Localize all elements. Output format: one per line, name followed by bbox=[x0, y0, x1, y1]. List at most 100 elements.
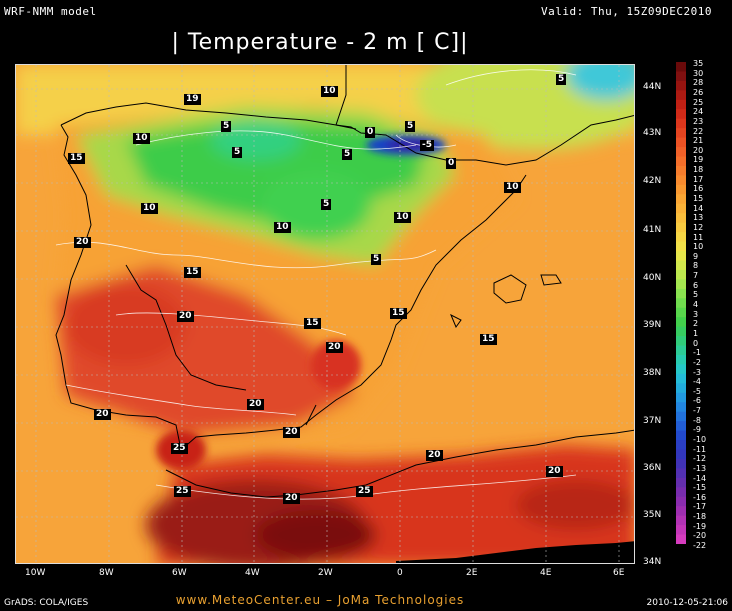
legend-value: -8 bbox=[693, 415, 701, 425]
legend-value: 11 bbox=[693, 232, 704, 242]
lon-label: 2E bbox=[466, 568, 478, 578]
legend-swatch bbox=[676, 260, 686, 271]
legend-swatch bbox=[676, 251, 686, 261]
contour-label: 19 bbox=[184, 94, 201, 105]
legend-swatch bbox=[676, 80, 686, 91]
legend-labels: 35 30 28 26 25 24 23 22 21 20 19 18 17 16 15 14 13 12 11 10… bbox=[693, 60, 732, 550]
legend-swatch bbox=[676, 298, 686, 309]
africa-core bbox=[256, 510, 376, 560]
grid-lines bbox=[16, 65, 634, 563]
contour-label: 10 bbox=[321, 86, 338, 97]
legend-value: 30 bbox=[693, 68, 704, 78]
contour-label: 20 bbox=[326, 342, 343, 353]
lon-label: 6E bbox=[613, 568, 625, 578]
legend-value: 2 bbox=[693, 319, 699, 329]
contour-label: 15 bbox=[480, 334, 497, 345]
lon-label: 8W bbox=[99, 568, 114, 578]
legend-swatch bbox=[676, 184, 686, 195]
contour-label: 25 bbox=[174, 486, 191, 497]
legend-value: 5 bbox=[693, 290, 699, 300]
contour-label: 15 bbox=[184, 267, 201, 278]
legend-swatch bbox=[676, 534, 686, 544]
legend-value: 16 bbox=[693, 184, 704, 194]
legend-swatch bbox=[676, 156, 686, 167]
legend-value: 7 bbox=[693, 271, 699, 281]
legend-swatch bbox=[676, 411, 686, 422]
legend-value: 24 bbox=[693, 107, 704, 117]
legend-swatch bbox=[676, 288, 686, 299]
contour-label: 20 bbox=[546, 466, 563, 477]
contour-label: 10 bbox=[504, 182, 521, 193]
legend-swatch bbox=[676, 99, 686, 110]
legend-swatch bbox=[676, 307, 686, 318]
legend-swatch bbox=[676, 71, 686, 82]
legend-value: -17 bbox=[693, 502, 707, 512]
legend-value: 6 bbox=[693, 280, 699, 290]
contour-label: 20 bbox=[247, 399, 264, 410]
lat-label: 38N bbox=[643, 368, 662, 378]
contour-label: 5 bbox=[321, 199, 332, 210]
contour-label: 15 bbox=[68, 153, 85, 164]
legend-swatch bbox=[676, 515, 686, 526]
lon-label: 2W bbox=[318, 568, 333, 578]
legend-value: -2 bbox=[693, 357, 701, 367]
valid-time: Valid: Thu, 15Z09DEC2010 bbox=[541, 5, 712, 18]
isotherm-10-north bbox=[445, 69, 577, 86]
contour-label: 10 bbox=[141, 203, 158, 214]
legend-value: 12 bbox=[693, 222, 704, 232]
legend-value: 23 bbox=[693, 116, 704, 126]
no-data-band bbox=[396, 541, 634, 563]
lat-label: 42N bbox=[643, 176, 662, 186]
legend-value: 35 bbox=[693, 59, 704, 68]
legend-value: 17 bbox=[693, 174, 704, 184]
legend-value: -18 bbox=[693, 512, 707, 522]
lon-label: 4E bbox=[540, 568, 552, 578]
legend-value: -11 bbox=[693, 444, 707, 454]
grads-credit: GrADS: COLA/IGES bbox=[4, 598, 89, 608]
inner-line bbox=[305, 404, 317, 426]
legend-value: 8 bbox=[693, 261, 699, 271]
map-title: | Temperature - 2 m [ C]| bbox=[171, 30, 469, 55]
lat-label: 39N bbox=[643, 320, 662, 330]
isotherm-20-south bbox=[65, 384, 297, 416]
legend-swatch bbox=[676, 354, 686, 365]
legend-value: 14 bbox=[693, 203, 704, 213]
lat-label: 44N bbox=[643, 82, 662, 92]
legend-value: -16 bbox=[693, 492, 707, 502]
temperature-map: 10 19 5 10 5 0 5 -5 15 5 5 0 10 10 10 5 … bbox=[15, 64, 635, 564]
legend-swatch bbox=[676, 449, 686, 460]
legend-swatch bbox=[676, 279, 686, 290]
model-name: WRF-NMM model bbox=[4, 5, 97, 18]
contour-label: 5 bbox=[342, 149, 353, 160]
mediterranean-coast bbox=[180, 174, 527, 451]
murcia-hot bbox=[311, 340, 361, 390]
contour-label: 10 bbox=[274, 222, 291, 233]
legend-swatch bbox=[676, 109, 686, 120]
menorca bbox=[540, 274, 562, 286]
legend-swatch bbox=[676, 402, 686, 413]
contour-label: -5 bbox=[420, 140, 434, 151]
algeria-hot bbox=[516, 480, 634, 530]
legend-swatch bbox=[676, 345, 686, 356]
legend-swatch bbox=[676, 440, 686, 450]
legend-value: 4 bbox=[693, 300, 699, 309]
contour-label: 20 bbox=[74, 237, 91, 248]
legend-swatch bbox=[676, 203, 686, 214]
french-border bbox=[335, 65, 357, 130]
legend-swatch bbox=[676, 232, 686, 243]
legend-value: 0 bbox=[693, 338, 699, 348]
legend-value: 15 bbox=[693, 194, 704, 203]
legend-swatch bbox=[676, 506, 686, 517]
legend-swatch bbox=[676, 317, 686, 328]
legend-swatch bbox=[676, 487, 686, 498]
contour-label: 25 bbox=[356, 486, 373, 497]
legend-value: -4 bbox=[693, 377, 701, 387]
contour-label: 15 bbox=[304, 318, 321, 329]
contour-label: 20 bbox=[94, 409, 111, 420]
legend-value: -10 bbox=[693, 435, 707, 444]
contour-label: 0 bbox=[446, 158, 457, 169]
legend-value: -6 bbox=[693, 396, 701, 406]
contour-label: 10 bbox=[394, 212, 411, 223]
legend-swatch bbox=[676, 477, 686, 488]
lat-label: 37N bbox=[643, 416, 662, 426]
